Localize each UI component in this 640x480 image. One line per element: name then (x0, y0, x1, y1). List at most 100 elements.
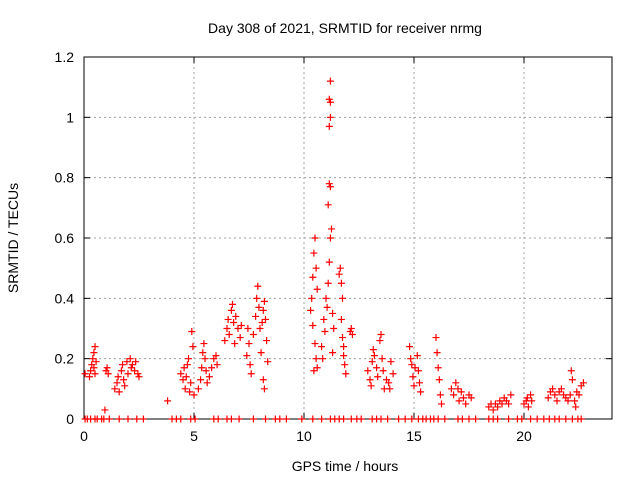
data-point (348, 331, 356, 339)
data-point (406, 343, 414, 351)
data-point (214, 415, 222, 423)
data-point (335, 270, 343, 278)
data-point (312, 355, 320, 363)
data-point (191, 415, 199, 423)
data-point (325, 122, 333, 130)
data-point (377, 415, 385, 423)
data-point (246, 361, 254, 369)
data-point (127, 364, 135, 372)
data-point (452, 379, 460, 387)
data-point (257, 349, 265, 357)
data-point (326, 234, 334, 242)
data-point (86, 373, 93, 381)
data-point (571, 397, 579, 405)
x-tick-label: 10 (296, 428, 312, 444)
data-point (505, 400, 513, 408)
data-point (249, 415, 257, 423)
data-point (374, 373, 382, 381)
data-point (408, 361, 416, 369)
data-point (114, 373, 122, 381)
y-tick-label: 0.2 (55, 351, 75, 367)
data-point (447, 385, 455, 393)
data-point (328, 225, 335, 233)
data-point (255, 303, 263, 311)
data-point (367, 382, 375, 390)
data-point (245, 340, 253, 348)
data-point (263, 337, 271, 345)
y-tick-label: 0.4 (55, 290, 75, 306)
data-point (507, 391, 515, 399)
data-point (260, 385, 268, 393)
data-point (131, 367, 139, 375)
data-point (318, 415, 326, 423)
data-point (185, 355, 192, 363)
data-point (337, 279, 345, 287)
data-point (549, 385, 557, 393)
data-point (455, 397, 463, 405)
data-point (342, 370, 350, 378)
data-point (378, 355, 386, 363)
data-point (186, 388, 194, 396)
data-point (523, 394, 531, 402)
data-point (465, 415, 473, 423)
data-point (258, 318, 266, 326)
y-axis-label: SRMTID / TECUs (5, 183, 21, 293)
data-point (408, 415, 416, 423)
y-tick-label: 1.2 (55, 49, 75, 65)
data-point (322, 294, 330, 302)
y-tick-label: 0 (66, 411, 74, 427)
data-point (113, 379, 121, 387)
data-point (262, 315, 269, 323)
data-point (81, 370, 89, 378)
data-point (320, 315, 328, 323)
data-point (208, 364, 216, 372)
data-point (213, 361, 221, 369)
data-point (212, 352, 220, 360)
data-point (199, 349, 207, 357)
data-point (227, 306, 235, 314)
data-point (417, 388, 425, 396)
data-point (223, 325, 231, 332)
data-point (433, 349, 441, 357)
data-point (553, 397, 561, 405)
data-point (411, 364, 419, 372)
data-point (341, 361, 349, 369)
data-point (224, 315, 232, 323)
data-point (498, 400, 506, 408)
data-point (435, 376, 443, 384)
data-point (177, 370, 185, 378)
data-point (203, 379, 211, 387)
data-point (221, 337, 229, 345)
data-point (119, 361, 126, 369)
data-point (105, 415, 113, 423)
data-point (133, 415, 141, 423)
data-point (252, 312, 260, 320)
data-point (244, 325, 252, 332)
data-point (416, 379, 423, 387)
data-point (188, 328, 196, 336)
data-point (339, 294, 346, 302)
data-point (572, 403, 580, 411)
data-point (234, 325, 242, 332)
data-point (89, 355, 97, 363)
data-point (438, 400, 445, 408)
data-point (527, 415, 535, 423)
data-points (81, 77, 587, 423)
data-point (177, 415, 185, 423)
data-point (458, 415, 466, 423)
data-point (282, 415, 290, 423)
data-point (579, 379, 587, 387)
data-point (247, 370, 255, 378)
data-point (124, 370, 132, 378)
data-point (87, 367, 95, 375)
data-point (227, 415, 235, 423)
data-point (524, 403, 532, 411)
data-point (313, 285, 321, 293)
data-point (347, 325, 355, 332)
data-point (366, 376, 374, 384)
data-point (370, 352, 378, 360)
data-point (505, 415, 513, 423)
data-point (401, 415, 409, 423)
data-point (91, 343, 99, 351)
data-point (235, 415, 243, 423)
